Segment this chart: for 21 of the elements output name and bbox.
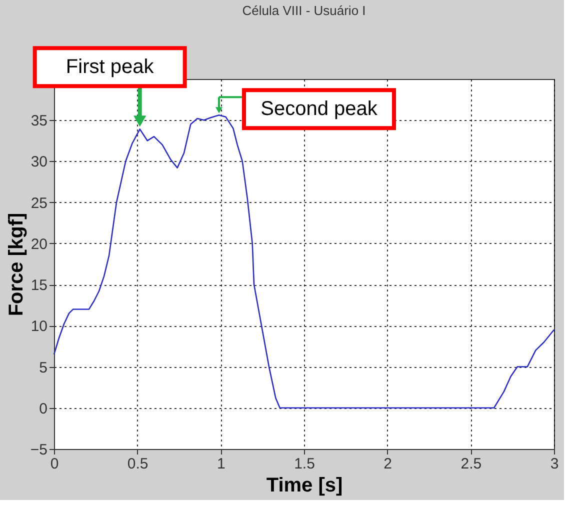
x-tick-label: 3 <box>550 456 559 472</box>
x-tick-label: 2 <box>384 456 392 472</box>
y-axis-title: Force [kgf] <box>5 212 28 316</box>
x-tick-label: 0 <box>50 456 59 472</box>
y-tick-label: 10 <box>30 318 48 336</box>
x-tick-label: 1.5 <box>294 456 315 472</box>
y-tick-label: 15 <box>30 277 48 294</box>
x-tick-label: 2.5 <box>460 456 482 472</box>
y-tick-label: 5 <box>39 359 48 376</box>
y-tick-label: 35 <box>30 112 48 130</box>
x-tick-label: 0.5 <box>127 456 148 472</box>
x-tick-label: 1 <box>216 456 226 472</box>
y-tick-label: 0 <box>39 400 48 418</box>
annotation: First peak <box>66 56 155 78</box>
y-tick-label: −5 <box>30 442 48 458</box>
x-axis-title: Time [s] <box>266 474 343 496</box>
y-tick-label: 30 <box>30 154 48 171</box>
y-tick-label: 20 <box>30 236 48 253</box>
y-tick-label: 25 <box>30 194 48 212</box>
annotation: Second peak <box>260 98 378 120</box>
chart-title: Célula VIII - Usuário I <box>242 3 366 18</box>
